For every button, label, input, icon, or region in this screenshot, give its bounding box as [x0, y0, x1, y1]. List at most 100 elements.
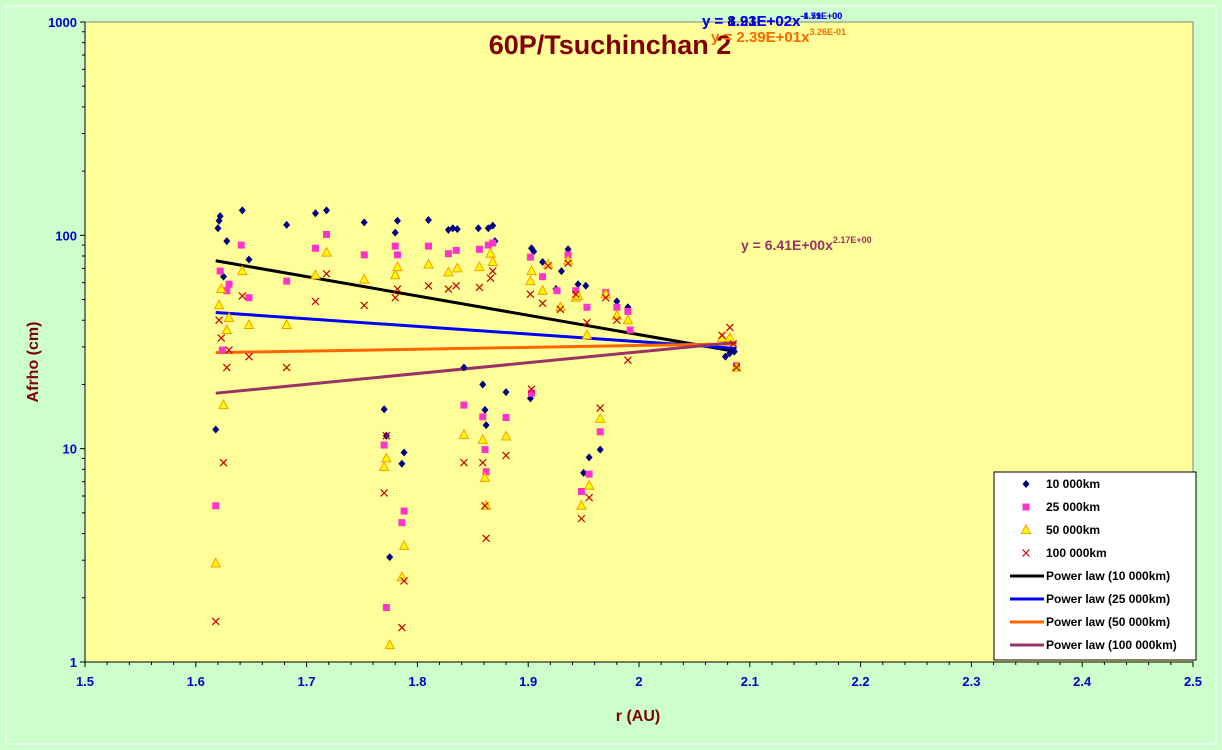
legend-marker [1022, 503, 1030, 511]
data-point [730, 347, 738, 356]
data-point [622, 314, 634, 325]
data-point [527, 385, 536, 394]
data-point [481, 405, 489, 414]
data-point [582, 318, 591, 327]
data-point [323, 230, 331, 238]
data-point [396, 571, 408, 582]
data-point [613, 303, 621, 311]
data-point [585, 470, 593, 478]
data-point [216, 212, 224, 221]
data-point [539, 257, 547, 266]
data-point [223, 287, 231, 295]
data-point [453, 225, 461, 234]
x-tick-label: 2 [635, 674, 642, 689]
data-point [482, 468, 490, 476]
data-point [391, 228, 399, 237]
data-point [544, 261, 553, 270]
data-point [613, 297, 621, 306]
series-group [211, 259, 741, 632]
data-point [474, 260, 485, 272]
data-point [484, 241, 492, 249]
data-point [216, 267, 224, 275]
data-point [225, 346, 233, 354]
data-point [577, 514, 586, 523]
data-point [380, 489, 389, 497]
x-tick-label: 2.3 [962, 674, 980, 689]
data-point [392, 260, 403, 272]
data-point [322, 269, 331, 278]
trendlines [215, 259, 737, 395]
trendline [215, 310, 737, 350]
data-point [571, 290, 580, 299]
data-point [474, 224, 482, 233]
data-point [219, 458, 228, 467]
trendline-equation-100000km: y = 6.41E+00x2.17E+00 [741, 235, 872, 253]
data-point [283, 220, 291, 229]
data-point [389, 269, 401, 280]
data-point [283, 277, 291, 285]
data-point [214, 224, 222, 233]
x-tick-label: 2.1 [741, 674, 759, 689]
trendline-equation-50000km: y = 2.39E+01x3.26E-01 [711, 27, 846, 46]
data-point [556, 305, 565, 314]
data-point [282, 363, 291, 372]
x-axis-title: r (AU) [616, 708, 660, 725]
data-point [585, 453, 593, 462]
data-point [725, 323, 734, 332]
data-point [238, 291, 247, 300]
data-point [623, 356, 632, 365]
data-point [538, 299, 547, 308]
data-point [212, 502, 220, 510]
data-point [526, 264, 537, 276]
data-point [475, 283, 484, 292]
data-point [218, 346, 226, 354]
data-point [478, 458, 487, 467]
data-point [502, 413, 510, 421]
legend-label: Power law (100 000km) [1046, 638, 1177, 652]
data-point [479, 380, 487, 389]
legend-label: 100 000km [1046, 546, 1107, 560]
data-point [223, 237, 231, 246]
x-tick-label: 1.8 [408, 674, 426, 689]
legend: 10 000km 25 000km 50 000km 100 000km Power l… [993, 471, 1197, 661]
data-point [451, 262, 463, 273]
data-point [486, 274, 495, 283]
y-tick-label: 1000 [48, 15, 77, 30]
data-point [594, 412, 606, 423]
data-point [489, 221, 497, 230]
data-point [281, 318, 292, 329]
data-point [482, 421, 490, 430]
data-point [526, 290, 535, 299]
data-point [557, 267, 565, 276]
data-point [449, 224, 457, 233]
legend-marker [1022, 480, 1030, 488]
data-point [424, 242, 432, 250]
data-point [539, 273, 547, 281]
data-point [384, 639, 396, 650]
data-point [311, 244, 319, 252]
trendline-equation-25000km: y = 1.23E+02x-1.51E+00 [702, 11, 842, 30]
data-point [482, 534, 491, 543]
data-point [220, 272, 227, 281]
data-point [732, 363, 741, 372]
data-point [243, 318, 255, 329]
data-point [583, 479, 595, 490]
data-point [210, 557, 222, 568]
data-point [526, 253, 534, 261]
legend-label: 25 000km [1046, 500, 1100, 514]
data-point [500, 430, 512, 441]
data-point [577, 487, 585, 495]
data-point [596, 404, 605, 412]
data-point [562, 254, 574, 265]
data-point [585, 493, 594, 502]
data-point [596, 445, 604, 454]
chart-title: 60P/Tsuchinchan 2 [489, 30, 732, 60]
data-point [398, 459, 406, 468]
data-point [213, 299, 225, 310]
data-point [528, 389, 536, 397]
data-point [452, 281, 461, 290]
data-point [323, 206, 331, 215]
data-point [485, 247, 496, 258]
data-point [360, 301, 369, 310]
data-point [525, 275, 536, 286]
